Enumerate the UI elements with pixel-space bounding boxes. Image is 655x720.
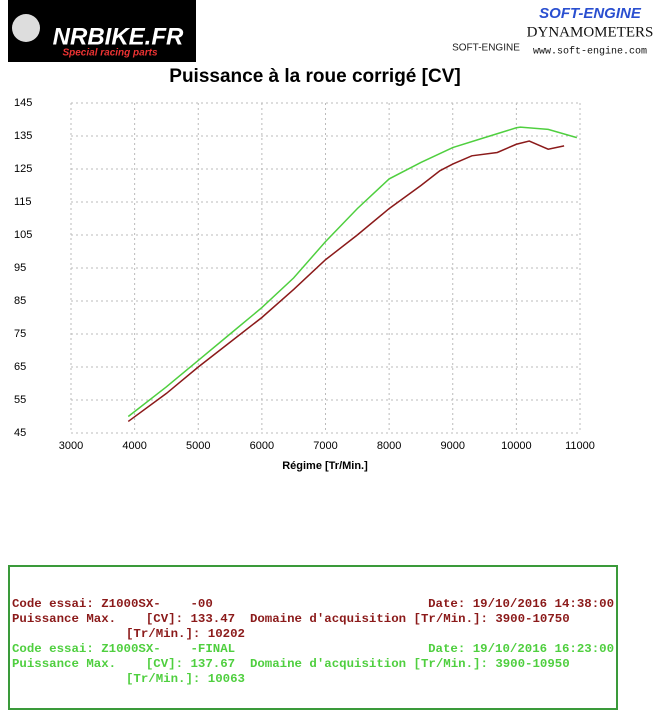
url: www.soft-engine.com xyxy=(533,46,647,58)
x-tick-label: 10000 xyxy=(501,440,532,452)
line rpm: [Tr/Min.]: 10063 xyxy=(126,672,245,686)
row: Code essai: Z1000SX- -00 Date: 19/10/2016… xyxy=(10,597,616,642)
line: Code essai: Z1000SX- -FINAL Date: 19/10/2… xyxy=(12,642,614,656)
series-line xyxy=(127,140,565,423)
series-line xyxy=(127,126,578,418)
y-tick-label: 115 xyxy=(14,196,32,208)
x-tick-label: 5000 xyxy=(186,440,210,452)
y-tick-label: 55 xyxy=(14,394,26,406)
x-tick-label: 6000 xyxy=(250,440,274,452)
y-tick-label: 65 xyxy=(14,361,26,373)
x-tick-label: 4000 xyxy=(122,440,146,452)
date: Date: 19/10/2016 14:38:00 xyxy=(428,597,614,611)
x-axis-label: Régime [Tr/Min.] xyxy=(282,460,368,472)
x-tick-label: 8000 xyxy=(377,440,401,452)
x-tick-label: 7000 xyxy=(313,440,337,452)
info-box: Code essai: Z1000SX- -00 Date: 19/10/2016… xyxy=(8,565,618,710)
logo-icon xyxy=(12,14,40,42)
date: Date: 19/10/2016 16:23:00 xyxy=(428,642,614,656)
y-tick-label: 95 xyxy=(14,262,26,274)
line: Puissance Max. [CV]: 133.47 Domaine d'ac… xyxy=(12,612,570,626)
chart-title: Puissance à la roue corrigé [CV] xyxy=(169,66,460,87)
x-tick-label: 11000 xyxy=(565,440,595,452)
logo-text: NRBIKE.FR xyxy=(53,23,184,50)
logo-sub: Special racing parts xyxy=(62,48,157,59)
line: Code essai: Z1000SX- -00 Date: 19/10/2016… xyxy=(12,597,614,611)
line rpm: [Tr/Min.]: 10202 xyxy=(126,627,245,641)
y-tick-label: 125 xyxy=(14,163,32,175)
y-tick-label: 85 xyxy=(14,295,26,307)
y-tick-label: 45 xyxy=(14,427,26,439)
line: Puissance Max. [CV]: 137.67 Domaine d'ac… xyxy=(12,657,570,671)
y-tick-label: 135 xyxy=(14,130,32,142)
soft-engine-small: SOFT-ENGINE xyxy=(452,43,520,54)
x-tick-label: 9000 xyxy=(441,440,465,452)
dynamometers: DYNAMOMETERS xyxy=(527,24,654,40)
y-tick-label: 105 xyxy=(14,229,32,241)
y-tick-label: 75 xyxy=(14,328,26,340)
chart: NRBIKE.FR Special racing parts SOFT-ENGI… xyxy=(8,0,654,472)
y-tick-label: 145 xyxy=(14,97,32,109)
x-tick-label: 3000 xyxy=(59,440,83,452)
soft-engine-brand: SOFT-ENGINE xyxy=(539,5,642,22)
row: Code essai: Z1000SX- -FINAL Date: 19/10/2… xyxy=(10,642,616,687)
